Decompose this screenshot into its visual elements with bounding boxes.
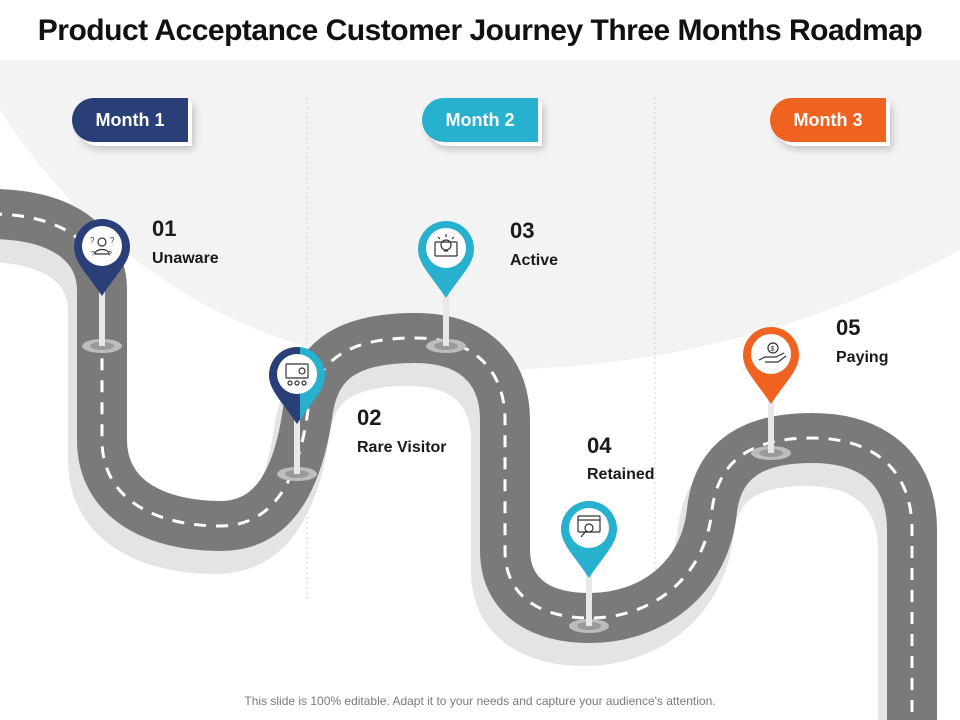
- road-center-line: [0, 212, 914, 720]
- svg-text:?: ?: [108, 251, 112, 258]
- background-arc: [0, 60, 960, 370]
- confused-person-icon: ? ? ? ?: [90, 236, 115, 258]
- stage-number-03: 03: [510, 218, 535, 243]
- stage-number-05: 05: [836, 315, 861, 340]
- audience-screen-icon: [285, 363, 309, 386]
- stage-label-03: Active: [510, 252, 559, 269]
- stage-pin-01: ? ? ? ?: [74, 219, 130, 353]
- stage-label-04: Retained: [587, 466, 655, 483]
- stage-number-02: 02: [357, 405, 382, 430]
- stage-label-05: Paying: [836, 349, 889, 366]
- stage-label-02: Rare Visitor: [357, 439, 447, 456]
- stage-pin-02: [269, 347, 325, 481]
- dollar-hand-icon: $: [758, 342, 787, 363]
- stage-pin-05: $: [743, 327, 799, 460]
- svg-text:$: $: [771, 346, 775, 353]
- stage-pin-03: [418, 221, 474, 353]
- stage-number-01: 01: [152, 216, 177, 241]
- month-2-tag: Month 2: [422, 98, 538, 142]
- stage-pin-04: [561, 501, 617, 633]
- footer-note: This slide is 100% editable. Adapt it to…: [244, 694, 716, 708]
- search-analysis-icon: [577, 515, 601, 538]
- page-title: Product Acceptance Customer Journey Thre…: [37, 14, 923, 47]
- svg-text:?: ?: [110, 236, 115, 245]
- stage-label-01: Unaware: [152, 250, 219, 267]
- month-1-tag: Month 1: [72, 98, 188, 142]
- idea-bulb-icon: [434, 234, 458, 257]
- svg-text:?: ?: [90, 236, 95, 245]
- stage-number-04: 04: [587, 433, 612, 458]
- month-3-tag: Month 3: [770, 98, 886, 142]
- svg-text:?: ?: [91, 251, 95, 258]
